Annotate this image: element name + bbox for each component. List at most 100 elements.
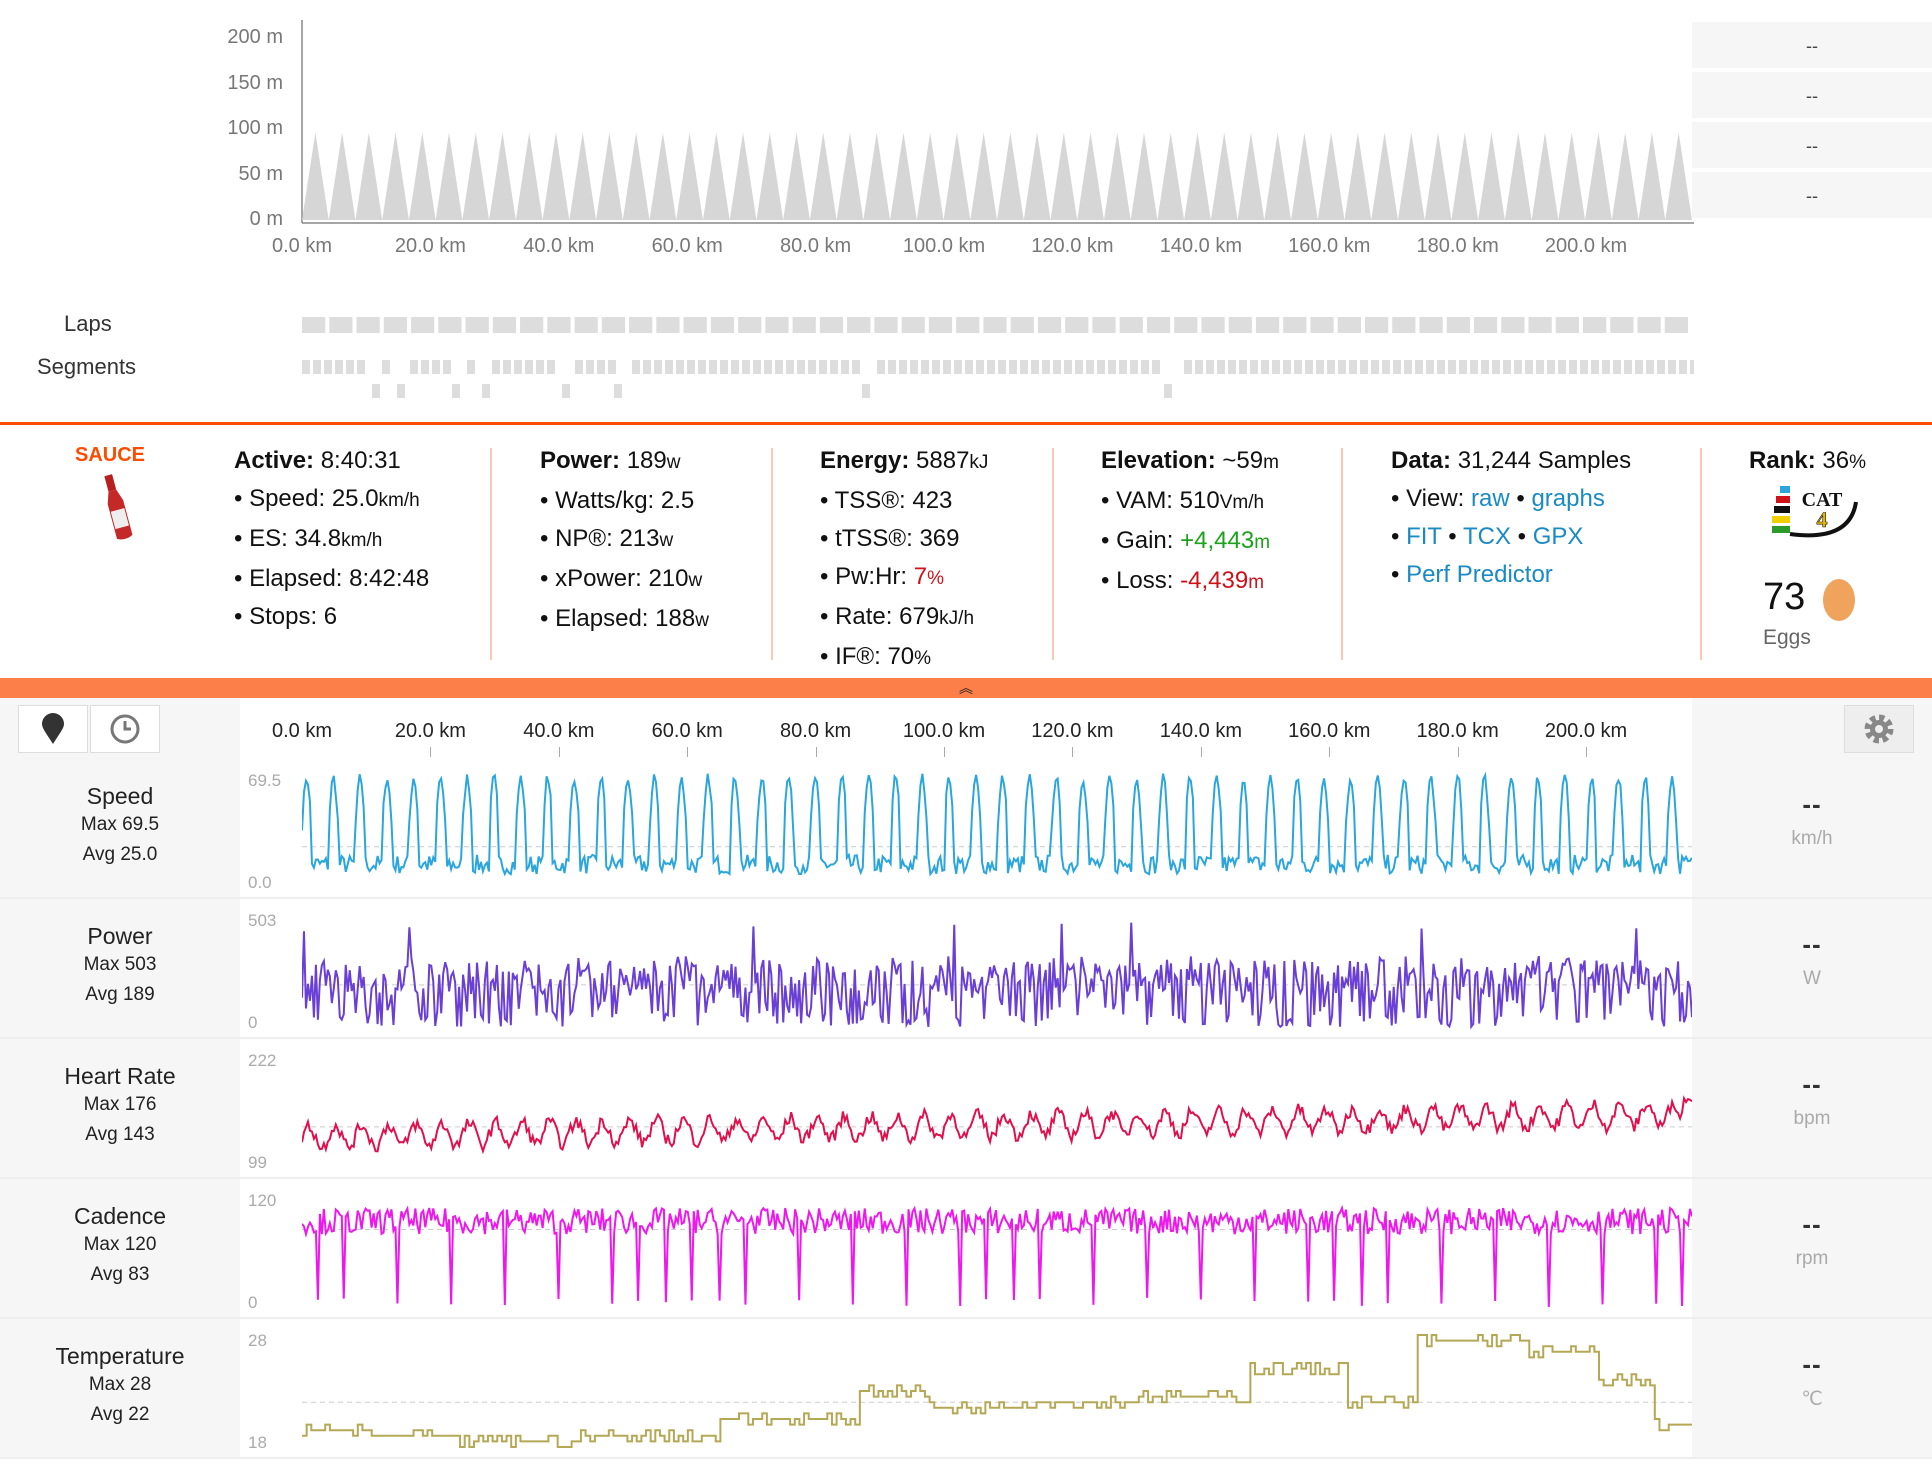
collapse-bar[interactable]: ︽ bbox=[0, 678, 1932, 698]
x-tick: 200.0 km bbox=[1544, 720, 1628, 742]
segment-bar bbox=[1580, 360, 1588, 374]
segment-bar bbox=[1239, 360, 1247, 374]
stream-row-temperature[interactable]: Temperature Max 28 Avg 22 28 18 -- ℃ bbox=[0, 1319, 1932, 1459]
segment-bar bbox=[1097, 360, 1105, 374]
chevron-up-icon[interactable]: ︽ bbox=[959, 680, 973, 696]
x-tick: 20.0 km bbox=[394, 720, 466, 742]
lap-bar bbox=[1501, 317, 1525, 333]
stat-item: Speed: 25.0km/h bbox=[234, 480, 429, 520]
segment-bar bbox=[1305, 360, 1313, 374]
lap-bar bbox=[656, 317, 680, 333]
segment-bar bbox=[709, 360, 717, 374]
stream-current: -- rpm bbox=[1692, 1179, 1932, 1317]
segment-bar bbox=[324, 360, 332, 374]
segment-bar bbox=[1108, 360, 1116, 374]
lap-bar bbox=[1228, 317, 1252, 333]
stream-plot[interactable]: 69.5 0.0 bbox=[240, 759, 1692, 897]
segment-bar bbox=[514, 360, 522, 374]
laps-track[interactable] bbox=[302, 315, 1694, 335]
x-tick: 0.0 km bbox=[271, 720, 333, 742]
segment-bar bbox=[397, 384, 405, 398]
stream-line bbox=[302, 1095, 1692, 1155]
stream-plot[interactable]: 120 0 bbox=[240, 1179, 1692, 1317]
segment-bar bbox=[1492, 360, 1500, 374]
stream-line-chart bbox=[302, 922, 1692, 1030]
stream-row-power[interactable]: Power Max 503 Avg 189 503 0 -- W bbox=[0, 899, 1932, 1039]
stream-plot[interactable]: 503 0 bbox=[240, 899, 1692, 1037]
right-value: -- bbox=[1692, 122, 1932, 170]
lap-bar bbox=[1528, 317, 1552, 333]
segment-bar bbox=[1547, 360, 1555, 374]
lap-bar bbox=[329, 317, 353, 333]
stat-item: TSS®: 423 bbox=[820, 482, 988, 520]
segment-bar bbox=[1503, 360, 1511, 374]
segment-bar bbox=[1613, 360, 1621, 374]
x-tick: 160.0 km bbox=[1288, 235, 1371, 257]
lap-bar bbox=[1419, 317, 1443, 333]
stat-item: Stops: 6 bbox=[234, 598, 429, 636]
stream-line-chart bbox=[302, 771, 1692, 877]
y-tick: 100 m bbox=[227, 117, 283, 139]
segment-bar bbox=[1316, 360, 1324, 374]
segment-bar bbox=[1382, 360, 1390, 374]
stream-row-speed[interactable]: Speed Max 69.5 Avg 25.0 69.5 0.0 -- km/h bbox=[0, 759, 1932, 899]
x-tick: 180.0 km bbox=[1416, 720, 1499, 742]
segment-bar bbox=[1152, 360, 1160, 374]
stream-plot[interactable]: 28 18 bbox=[240, 1319, 1692, 1457]
lap-bar bbox=[1065, 317, 1089, 333]
raw-link[interactable]: raw bbox=[1471, 485, 1510, 512]
lap-bar bbox=[901, 317, 925, 333]
segment-bar bbox=[862, 384, 870, 398]
lap-bar bbox=[1664, 317, 1688, 333]
tcx-link[interactable]: TCX bbox=[1462, 523, 1511, 550]
segment-bar bbox=[1404, 360, 1412, 374]
stream-row-cadence[interactable]: Cadence Max 120 Avg 83 120 0 -- rpm bbox=[0, 1179, 1932, 1319]
gpx-link[interactable]: GPX bbox=[1532, 523, 1584, 550]
perf-predictor-link[interactable]: Perf Predictor bbox=[1406, 561, 1553, 588]
segment-bar bbox=[1635, 360, 1643, 374]
segment-bar bbox=[720, 360, 728, 374]
x-tick: 0.0 km bbox=[271, 235, 333, 257]
cat4-badge-icon[interactable]: CAT 4 bbox=[1770, 482, 1862, 540]
x-tick: 160.0 km bbox=[1288, 720, 1371, 742]
segment-bar bbox=[742, 360, 750, 374]
segment-bar bbox=[698, 360, 706, 374]
rank-column: Rank: 36% bbox=[1749, 447, 1866, 474]
time-button[interactable] bbox=[90, 705, 160, 753]
stream-row-heart-rate[interactable]: Heart Rate Max 176 Avg 143 222 99 -- bpm bbox=[0, 1039, 1932, 1179]
stream-label: Power Max 503 Avg 189 bbox=[0, 899, 240, 1037]
lap-bar bbox=[847, 317, 871, 333]
stat-item: NP®: 213w bbox=[540, 520, 709, 560]
segment-bar bbox=[357, 360, 365, 374]
segment-bar bbox=[1009, 360, 1017, 374]
segment-bar bbox=[1481, 360, 1489, 374]
segment-bar bbox=[1064, 360, 1072, 374]
stream-plot[interactable]: 222 99 bbox=[240, 1039, 1692, 1177]
lap-bar bbox=[1283, 317, 1307, 333]
lap-bar bbox=[629, 317, 653, 333]
stream-line bbox=[302, 922, 1692, 1030]
segment-bar bbox=[998, 360, 1006, 374]
segment-bar bbox=[1075, 360, 1083, 374]
segment-bar bbox=[382, 360, 390, 374]
stat-item: xPower: 210w bbox=[540, 560, 709, 600]
segments-track[interactable] bbox=[302, 358, 1694, 402]
segment-bar bbox=[608, 360, 616, 374]
right-value: -- bbox=[1692, 72, 1932, 120]
segment-bar bbox=[1053, 360, 1061, 374]
segment-bar bbox=[1294, 360, 1302, 374]
y-tick: 200 m bbox=[227, 26, 283, 48]
segment-bar bbox=[1141, 360, 1149, 374]
x-tick: 80.0 km bbox=[780, 235, 852, 257]
settings-button[interactable] bbox=[1844, 705, 1914, 753]
segment-bar bbox=[643, 360, 651, 374]
lap-bar bbox=[1337, 317, 1361, 333]
stream-current: -- W bbox=[1692, 899, 1932, 1037]
x-tick: 120.0 km bbox=[1031, 720, 1114, 742]
segment-bar bbox=[687, 360, 695, 374]
map-pin-button[interactable] bbox=[18, 705, 88, 753]
graphs-link[interactable]: graphs bbox=[1531, 485, 1605, 512]
segment-bar bbox=[753, 360, 761, 374]
fit-link[interactable]: FIT bbox=[1406, 523, 1442, 550]
segment-bar bbox=[830, 360, 838, 374]
